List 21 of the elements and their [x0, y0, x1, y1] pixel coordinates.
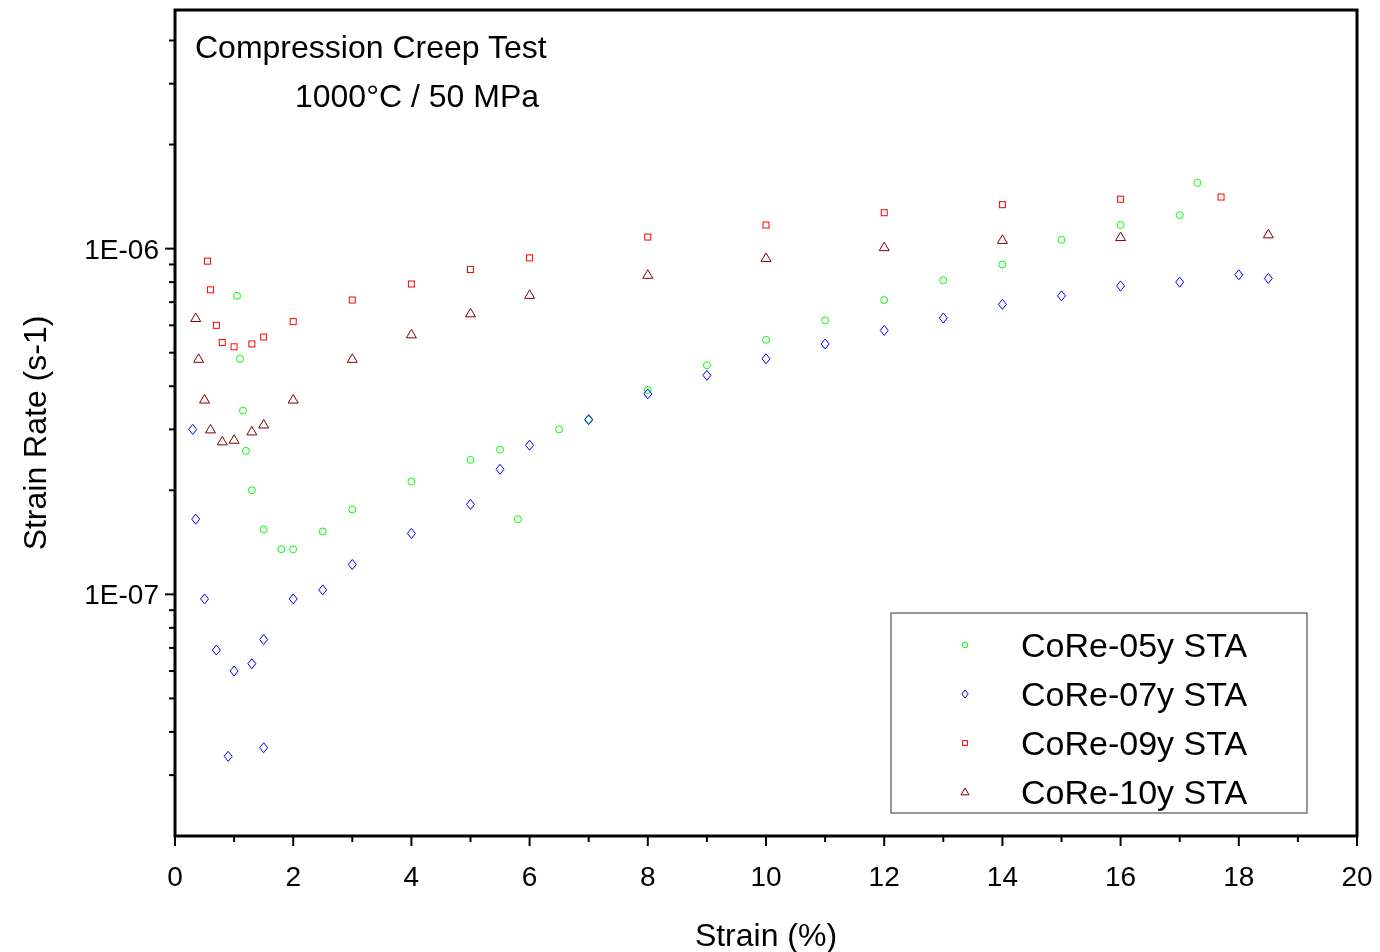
x-tick-label: 0: [167, 861, 183, 892]
x-tick-label: 12: [868, 861, 900, 892]
legend-label: CoRe-10y STA: [1021, 773, 1248, 811]
text: 1000°C / 50 MPa: [294, 78, 540, 114]
x-tick-label: 10: [750, 861, 782, 892]
x-tick-label: 18: [1223, 861, 1255, 892]
x-tick-label: 6: [521, 861, 538, 892]
y-tick-label: 1E-06: [84, 233, 159, 265]
x-tick-label: 20: [1341, 861, 1373, 892]
legend-label: CoRe-05y STA: [1021, 626, 1248, 664]
legend-label: CoRe-07y STA: [1021, 675, 1248, 713]
x-tick-label: 2: [285, 861, 301, 892]
legend-label: CoRe-09y STA: [1021, 724, 1248, 762]
x-axis-title: Strain (%): [694, 917, 838, 952]
y-axis-title: Strain Rate (s-1): [17, 315, 53, 551]
y-tick-label: 1E-07: [84, 579, 159, 611]
x-tick-label: 8: [640, 861, 656, 892]
x-tick-label: 14: [986, 861, 1018, 892]
text: Compression Creep Test: [195, 29, 547, 65]
x-tick-label: 4: [403, 861, 420, 892]
x-tick-label: 16: [1105, 861, 1137, 892]
